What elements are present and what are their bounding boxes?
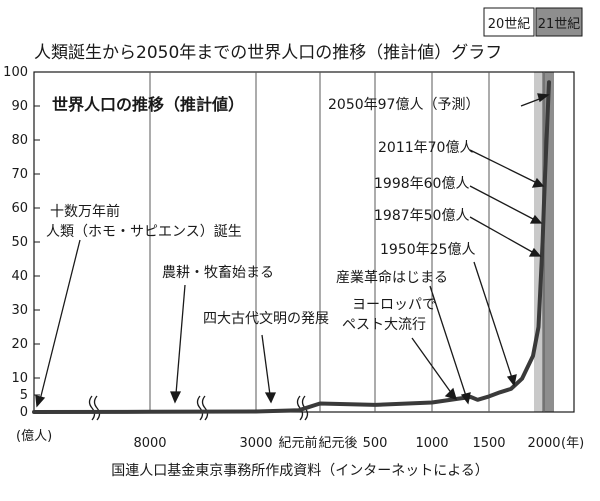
annotation-arrows xyxy=(35,93,550,408)
annotation-1987: 1987年50億人 xyxy=(374,208,469,224)
annotation-human-origin-1: 十数万年前 xyxy=(50,203,120,220)
inner-title: 世界人口の推移（推計値） xyxy=(52,95,244,114)
y-tick-label: 0 xyxy=(20,405,28,420)
x-unit-label: (年) xyxy=(561,436,584,451)
arrowhead-1950 xyxy=(506,374,517,387)
y-tick-label: 90 xyxy=(11,99,28,114)
arrow-human-origin xyxy=(39,239,81,401)
x-tick-ad: 紀元後 xyxy=(318,436,357,451)
annotation-1950: 1950年25億人 xyxy=(380,242,475,258)
y-axis-ticks: 0 5 10 20 30 40 50 60 70 80 90 100 xyxy=(3,65,40,420)
x-tick-500: 500 xyxy=(363,436,388,451)
arrow-1998 xyxy=(469,185,536,221)
annotation-industrial: 産業革命はじまる xyxy=(336,269,448,286)
y-tick-label: 50 xyxy=(11,235,28,250)
century-label-21: 21世紀 xyxy=(538,17,581,32)
axis-break-2 xyxy=(196,395,209,421)
vertical-grid xyxy=(149,72,545,412)
x-tick-2000: 2000 xyxy=(527,436,560,451)
y-tick-label: 60 xyxy=(11,201,28,216)
arrow-plague xyxy=(411,337,453,395)
arrowhead-agriculture xyxy=(170,391,182,404)
arrow-agriculture xyxy=(175,284,186,395)
annotation-2011: 2011年70億人 xyxy=(378,140,473,156)
arrow-civilization xyxy=(261,334,271,396)
y-tick-label: 70 xyxy=(11,167,28,182)
population-line xyxy=(32,80,551,414)
arrow-2050 xyxy=(520,97,543,107)
annotation-plague-2: ペスト大流行 xyxy=(342,317,426,333)
x-tick-bc: 紀元前 xyxy=(278,435,317,451)
x-tick-8000: 8000 xyxy=(133,436,166,451)
century-label-box-21 xyxy=(535,7,583,37)
x-tick-1500: 1500 xyxy=(472,436,505,451)
arrowhead-1987 xyxy=(528,247,542,257)
x-tick-3000: 3000 xyxy=(239,436,272,451)
arrowhead-human-origin xyxy=(35,395,46,408)
arrowhead-plague xyxy=(444,387,457,400)
axis-break-marks xyxy=(88,395,309,421)
y-tick-label: 5 xyxy=(20,388,28,403)
annotation-civilization: 四大古代文明の発展 xyxy=(203,311,329,327)
y-tick-label: 100 xyxy=(3,65,28,80)
y-tick-label: 20 xyxy=(11,337,28,352)
annotation-1998: 1998年60億人 xyxy=(374,176,469,192)
arrowhead-1998 xyxy=(529,214,543,224)
x-tick-1000: 1000 xyxy=(415,436,448,451)
plot-frame xyxy=(33,71,575,413)
arrow-industrial xyxy=(429,285,467,397)
arrow-1987 xyxy=(469,216,535,254)
century-label-box-20 xyxy=(483,7,535,37)
y-tick-label: 10 xyxy=(11,371,28,386)
y-tick-label: 30 xyxy=(11,303,28,318)
y-tick-label: 40 xyxy=(11,269,28,284)
annotation-plague-1: ヨーロッパで xyxy=(352,297,436,313)
annotation-human-origin-2: 人類（ホモ・サピエンス）誕生 xyxy=(46,224,242,240)
arrowhead-industrial xyxy=(460,392,471,405)
band-20th-century xyxy=(534,72,542,412)
arrow-1950 xyxy=(473,261,513,379)
axis-break-1 xyxy=(88,395,101,421)
annotation-agriculture: 農耕・牧畜始まる xyxy=(162,264,274,281)
arrow-2011 xyxy=(469,149,538,184)
arrowhead-2050 xyxy=(537,93,550,103)
annotation-2050: 2050年97億人（予測） xyxy=(328,97,479,113)
century-label-20: 20世紀 xyxy=(488,17,531,32)
y-unit-label: (億人) xyxy=(16,428,52,444)
arrowhead-civilization xyxy=(264,392,277,404)
chart-title: 人類誕生から2050年までの世界人口の推移（推計値）グラフ xyxy=(34,43,502,63)
arrowhead-2011 xyxy=(531,177,545,188)
source-note: 国連人口基金東京事務所作成資料（インターネットによる） xyxy=(111,462,489,479)
y-tick-label: 80 xyxy=(11,133,28,148)
